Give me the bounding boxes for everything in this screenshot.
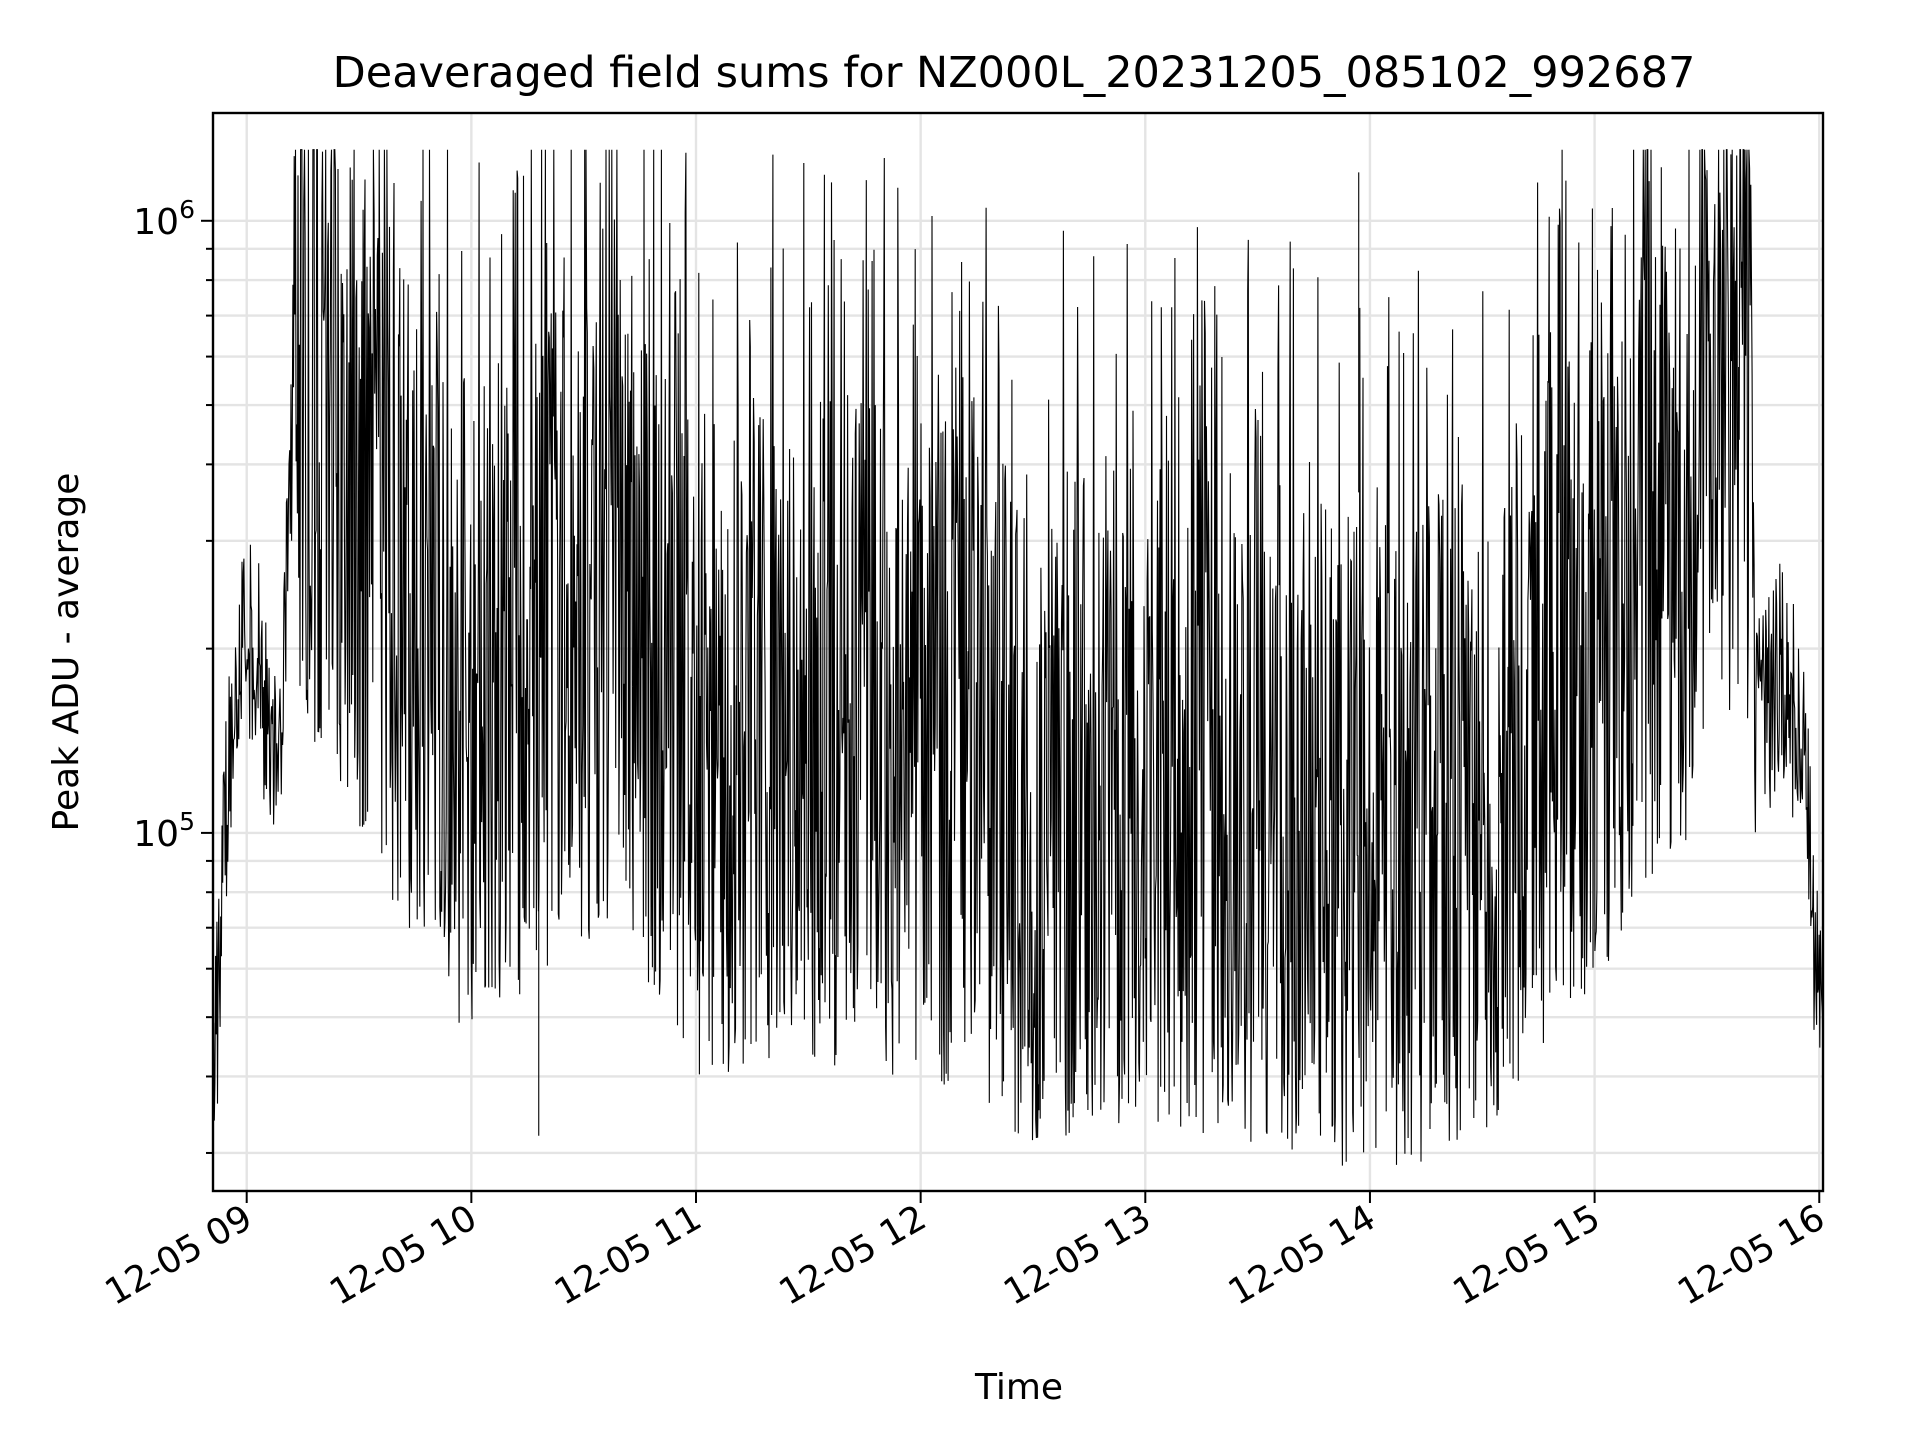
- y-tick-label: 106: [133, 195, 195, 243]
- plot-frame: [211, 111, 1825, 1193]
- chart-title: Deaveraged field sums for NZ000L_2023120…: [333, 48, 1696, 98]
- x-tick-label: 12-05 09: [99, 1197, 260, 1313]
- series-line-group: [212, 149, 1824, 1166]
- y-axis-label: Peak ADU - average: [46, 473, 87, 832]
- x-tick-label: 12-05 12: [772, 1197, 933, 1313]
- x-tick-label: 12-05 11: [548, 1197, 709, 1313]
- grid: [213, 113, 1823, 1191]
- x-tick-label: 12-05 16: [1671, 1197, 1832, 1313]
- x-tick-label: 12-05 15: [1446, 1197, 1607, 1313]
- y-tick-label: 105: [133, 807, 195, 855]
- x-axis-label: Time: [974, 1367, 1063, 1408]
- series-line: [212, 149, 1824, 1166]
- x-tick-label: 12-05 14: [1222, 1197, 1383, 1313]
- x-axis: 12-05 09 12-05 10 12-05 11 12-05 12 12-05 13…: [99, 1191, 1832, 1314]
- x-tick-label: 12-05 10: [323, 1197, 484, 1313]
- y-axis: 105 106: [133, 195, 213, 1154]
- x-tick-label: 12-05 13: [997, 1197, 1158, 1313]
